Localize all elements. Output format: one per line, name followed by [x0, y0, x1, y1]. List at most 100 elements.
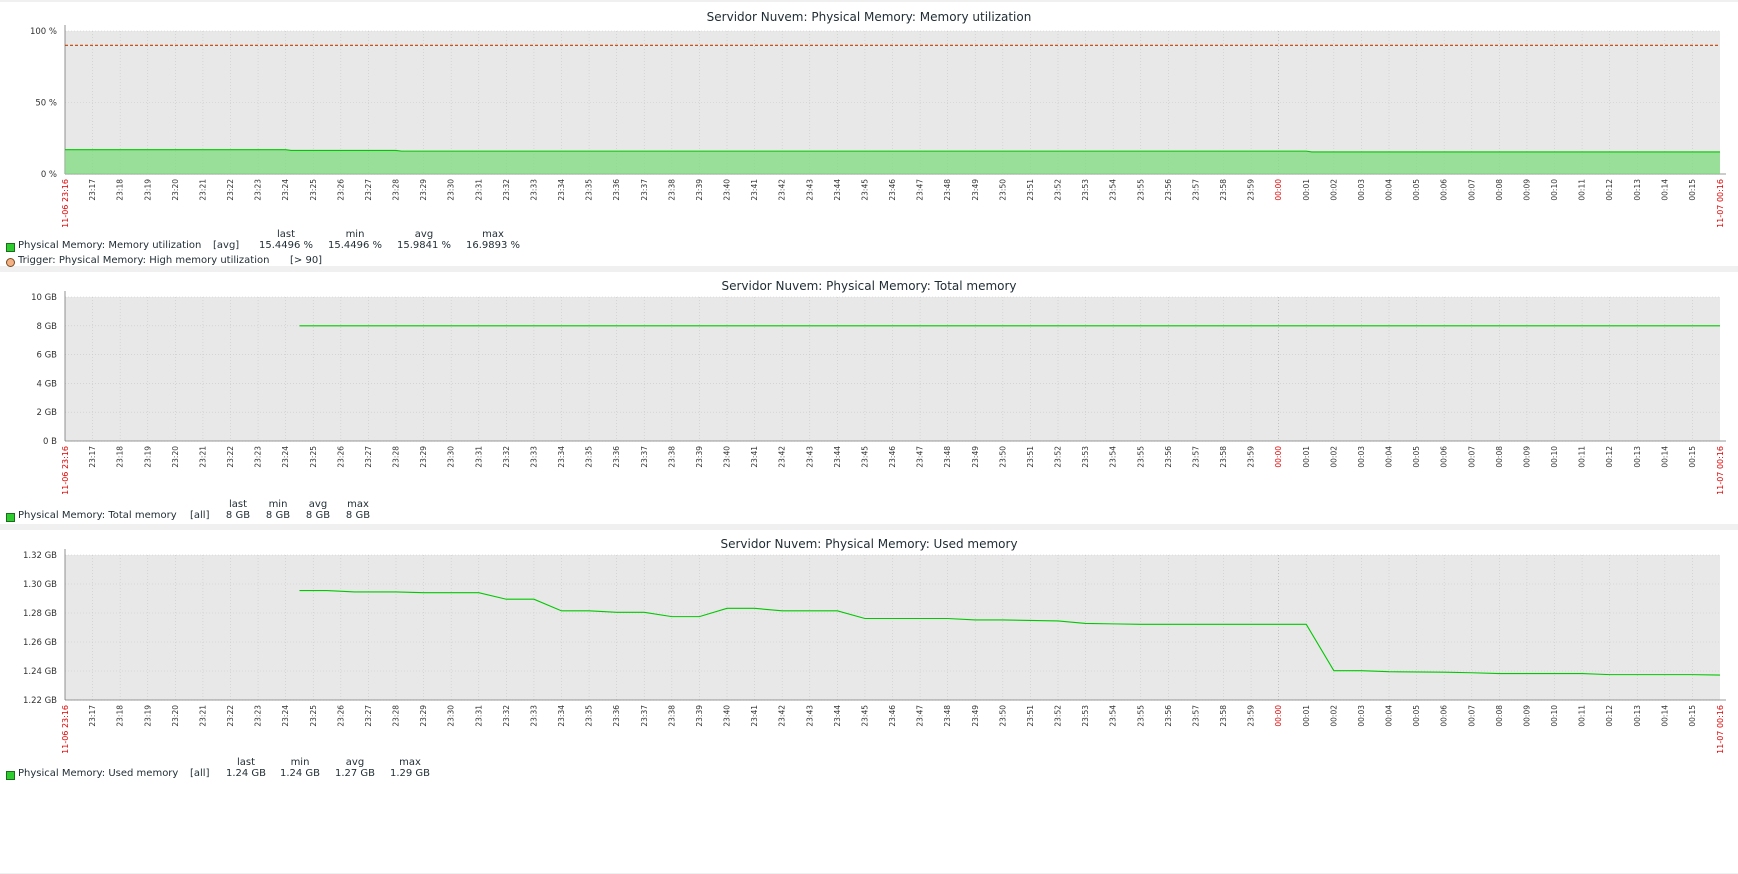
series-swatch — [6, 513, 15, 522]
series-min: 1.24 GB — [279, 768, 321, 779]
legend-header-max: max — [347, 499, 369, 510]
chart-title: Servidor Nuvem: Physical Memory: Total m… — [721, 279, 1017, 293]
y-tick-label: 0 % — [41, 170, 57, 180]
x-tick-label: 00:03 — [1357, 179, 1366, 201]
x-tick-label: 23:37 — [640, 179, 649, 201]
x-tick-label: 00:12 — [1605, 446, 1614, 468]
x-tick-label: 00:10 — [1550, 705, 1559, 727]
x-tick-label: 23:24 — [281, 179, 290, 201]
x-tick-label: 00:02 — [1329, 705, 1338, 727]
x-tick-label: 23:27 — [364, 705, 373, 727]
series-line — [65, 149, 1720, 153]
x-tick-label: 00:08 — [1495, 446, 1504, 468]
x-tick-label: 23:41 — [750, 179, 759, 201]
x-tick-label: 23:44 — [833, 446, 842, 468]
y-tick-label: 1.24 GB — [23, 667, 57, 677]
x-tick-label: 23:25 — [309, 446, 318, 468]
x-tick-label: 00:15 — [1688, 179, 1697, 201]
x-tick-label: 00:01 — [1302, 446, 1311, 468]
y-tick-label: 4 GB — [36, 379, 57, 389]
x-tick-label: 23:58 — [1219, 705, 1228, 727]
x-tick-label: 23:39 — [695, 179, 704, 201]
x-tick-label: 23:57 — [1191, 705, 1200, 727]
series-line — [299, 589, 1721, 676]
x-tick-label: 23:47 — [916, 179, 925, 201]
x-tick-label: 00:07 — [1467, 179, 1476, 201]
x-tick-label: 23:58 — [1219, 179, 1228, 201]
y-tick-label: 0 B — [43, 437, 57, 447]
memory-utilization-panel: Servidor Nuvem: Physical Memory: Memory … — [0, 2, 1738, 267]
x-tick-label: 23:34 — [557, 446, 566, 468]
x-tick-label: 23:36 — [612, 446, 621, 468]
used-memory-chart[interactable]: 23:17 23:18 23:19 23:20 23:21 23:22 23:23 23:24… — [0, 530, 1738, 790]
x-tick-label: 00:03 — [1357, 446, 1366, 468]
x-tick-label: 00:09 — [1522, 179, 1531, 201]
x-tick-label: 23:51 — [1026, 179, 1035, 201]
x-tick-label: 23:34 — [557, 179, 566, 201]
chart-title: Servidor Nuvem: Physical Memory: Memory … — [706, 10, 1032, 24]
x-tick-label: 00:00 — [1274, 705, 1283, 727]
memory-utilization-chart[interactable]: 23:17 23:18 23:19 23:20 23:21 23:22 23:23 23:24… — [0, 2, 1738, 266]
x-tick-label: 23:43 — [805, 446, 814, 468]
x-tick-label: 23:28 — [392, 179, 401, 201]
x-tick-label: 23:51 — [1026, 446, 1035, 468]
x-tick-label: 23:21 — [198, 179, 207, 201]
x-tick-label: 23:46 — [888, 179, 897, 201]
x-tick-label: 23:27 — [364, 446, 373, 468]
x-tick-label: 00:14 — [1660, 179, 1669, 201]
x-tick-label: 23:44 — [833, 179, 842, 201]
series-function: [all] — [190, 768, 210, 779]
total-memory-chart[interactable]: 23:17 23:18 23:19 23:20 23:21 23:22 23:23 23:24… — [0, 272, 1738, 524]
x-tick-label: 23:48 — [943, 179, 952, 201]
legend-header-min: min — [268, 499, 288, 510]
x-tick-label: 00:11 — [1578, 179, 1587, 201]
x-tick-label: 23:46 — [888, 705, 897, 727]
x-tick-label: 00:03 — [1357, 705, 1366, 727]
x-end-label: 11-07 00:16 — [1716, 446, 1725, 495]
x-tick-label: 00:05 — [1412, 179, 1421, 201]
x-tick-label: 23:56 — [1164, 179, 1173, 201]
trigger-name: Trigger: Physical Memory: High memory ut… — [18, 255, 270, 266]
x-tick-label: 23:22 — [226, 179, 235, 201]
x-tick-label: 23:54 — [1109, 446, 1118, 468]
series-avg: 1.27 GB — [334, 768, 376, 779]
x-tick-label: 23:19 — [143, 446, 152, 468]
legend-header-max: max — [399, 757, 421, 768]
x-tick-label: 23:19 — [143, 179, 152, 201]
x-tick-label: 00:01 — [1302, 179, 1311, 201]
x-tick-label: 23:33 — [529, 179, 538, 201]
legend-header-last: last — [236, 757, 256, 768]
trigger-swatch — [6, 258, 15, 267]
x-tick-label: 00:12 — [1605, 705, 1614, 727]
x-tick-label: 23:29 — [419, 179, 428, 201]
x-tick-label: 23:50 — [998, 179, 1007, 201]
x-tick-label: 23:17 — [88, 705, 97, 727]
x-tick-label: 00:00 — [1274, 446, 1283, 468]
chart-legend: last min avg max Physical Memory: Memory… — [6, 229, 606, 270]
x-tick-label: 23:35 — [585, 446, 594, 468]
x-tick-label: 23:27 — [364, 179, 373, 201]
x-tick-label: 23:24 — [281, 446, 290, 468]
chart-title: Servidor Nuvem: Physical Memory: Used me… — [720, 537, 1018, 551]
x-tick-label: 23:55 — [1136, 446, 1145, 468]
y-tick-label: 1.22 GB — [23, 696, 57, 706]
x-tick-label: 23:18 — [116, 705, 125, 727]
x-tick-label: 23:50 — [998, 446, 1007, 468]
x-tick-label: 00:11 — [1578, 705, 1587, 727]
x-tick-label: 23:49 — [971, 705, 980, 727]
series-function: [avg] — [213, 240, 240, 251]
x-tick-label: 00:13 — [1633, 446, 1642, 468]
x-tick-label: 00:12 — [1605, 179, 1614, 201]
x-tick-label: 23:45 — [860, 705, 869, 727]
x-tick-label: 23:31 — [474, 705, 483, 727]
series-area — [65, 149, 1720, 174]
x-tick-label: 23:45 — [860, 179, 869, 201]
x-tick-label: 23:17 — [88, 179, 97, 201]
legend-item: Physical Memory: Memory utilization [avg… — [6, 240, 606, 255]
legend-trigger: Trigger: Physical Memory: High memory ut… — [6, 255, 606, 270]
x-start-label: 11-06 23:16 — [61, 179, 70, 228]
x-tick-label: 23:56 — [1164, 446, 1173, 468]
x-tick-label: 23:58 — [1219, 446, 1228, 468]
series-max: 16.9893 % — [465, 240, 521, 251]
x-tick-label: 00:13 — [1633, 705, 1642, 727]
